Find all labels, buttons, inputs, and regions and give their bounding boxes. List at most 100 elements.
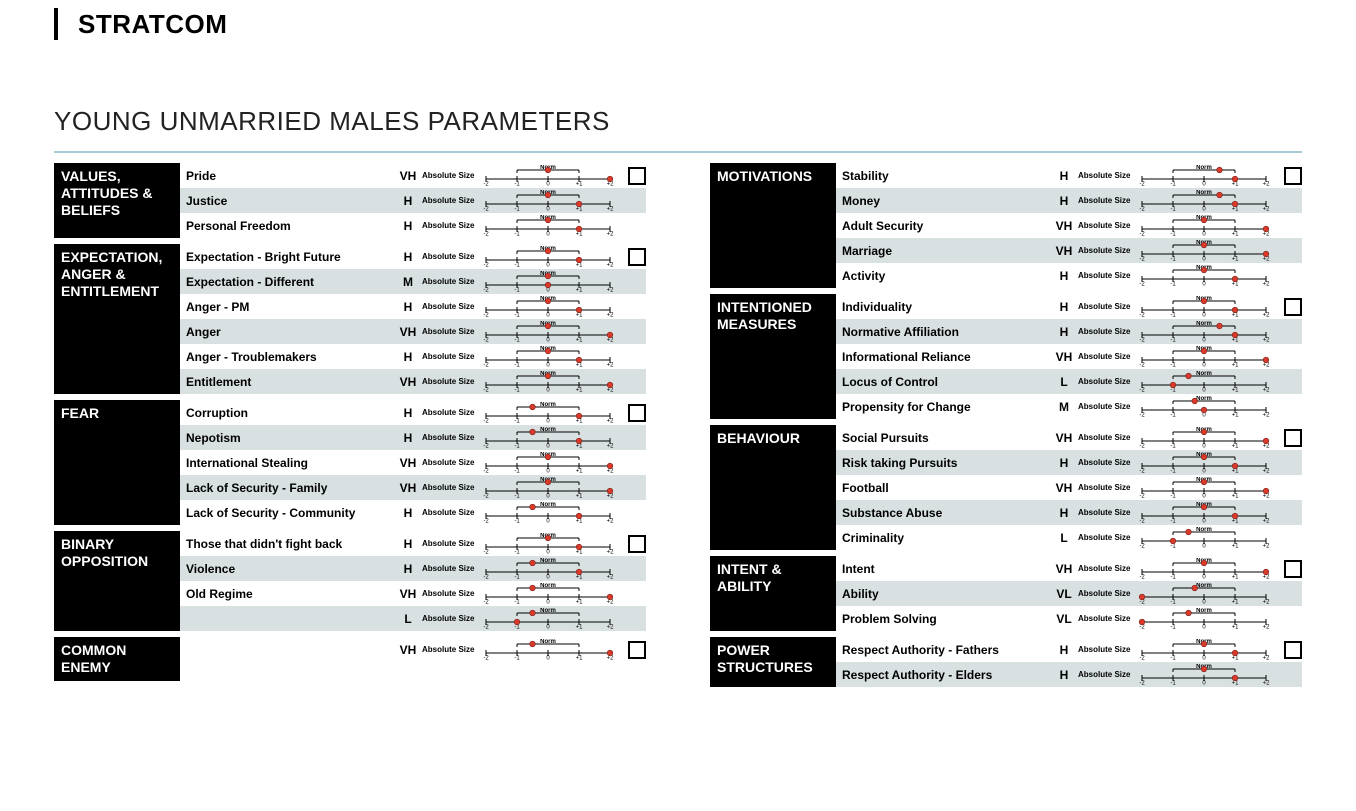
section: BINARY OPPOSITIONThose that didn't fight…: [54, 531, 646, 631]
rating-value: H: [1050, 456, 1078, 470]
svg-text:-1: -1: [514, 232, 520, 237]
scale: Norm-2-10+1+2: [482, 163, 622, 188]
row-checkbox-spacer: [628, 273, 646, 291]
svg-text:-2: -2: [483, 600, 489, 605]
rating-value: VH: [394, 375, 422, 389]
row-checkbox[interactable]: [1284, 167, 1302, 185]
row-checkbox-spacer: [1284, 373, 1302, 391]
row-checkbox[interactable]: [628, 535, 646, 553]
absolute-size-label: Absolute Size: [1078, 645, 1138, 654]
row-checkbox[interactable]: [628, 167, 646, 185]
scale: Norm-2-10+1+2: [1138, 606, 1278, 631]
svg-text:Norm: Norm: [540, 402, 556, 408]
scale: Norm-2-10+1+2: [1138, 637, 1278, 662]
svg-text:-2: -2: [483, 656, 489, 661]
absolute-size-label: Absolute Size: [1078, 221, 1138, 230]
rating-value: VH: [394, 169, 422, 183]
absolute-size-label: Absolute Size: [1078, 670, 1138, 679]
svg-text:0: 0: [546, 600, 550, 605]
scale: Norm-2-10+1+2: [482, 269, 622, 294]
svg-text:+1: +1: [576, 550, 584, 555]
svg-text:+2: +2: [607, 232, 615, 237]
row-checkbox-spacer: [1284, 504, 1302, 522]
category-label: FEAR: [54, 400, 180, 525]
row-checkbox-spacer: [1284, 323, 1302, 341]
scale: Norm-2-10+1+2: [482, 606, 622, 631]
absolute-size-label: Absolute Size: [422, 458, 482, 467]
param-row: Problem SolvingVLAbsolute SizeNorm-2-10+…: [836, 606, 1302, 631]
svg-text:0: 0: [546, 550, 550, 555]
svg-text:0: 0: [1202, 388, 1206, 393]
svg-text:-1: -1: [514, 444, 520, 449]
scale: Norm-2-10+1+2: [482, 213, 622, 238]
param-row: Those that didn't fight backHAbsolute Si…: [180, 531, 646, 556]
row-checkbox-spacer: [628, 217, 646, 235]
svg-text:-2: -2: [483, 625, 489, 630]
scale: Norm-2-10+1+2: [482, 319, 622, 344]
absolute-size-label: Absolute Size: [422, 277, 482, 286]
row-checkbox[interactable]: [628, 404, 646, 422]
absolute-size-label: Absolute Size: [1078, 402, 1138, 411]
svg-text:-1: -1: [514, 600, 520, 605]
absolute-size-label: Absolute Size: [422, 645, 482, 654]
param-label: Normative Affiliation: [836, 325, 1050, 339]
row-checkbox[interactable]: [1284, 298, 1302, 316]
absolute-size-label: Absolute Size: [422, 408, 482, 417]
svg-text:-1: -1: [1170, 625, 1176, 630]
svg-text:+2: +2: [607, 363, 615, 368]
absolute-size-label: Absolute Size: [1078, 246, 1138, 255]
scale: Norm-2-10+1+2: [1138, 344, 1278, 369]
svg-text:-2: -2: [1139, 207, 1145, 212]
scale: Norm-2-10+1+2: [1138, 556, 1278, 581]
param-row: IntentVHAbsolute SizeNorm-2-10+1+2: [836, 556, 1302, 581]
row-checkbox[interactable]: [1284, 560, 1302, 578]
row-checkbox-spacer: [628, 429, 646, 447]
svg-text:Norm: Norm: [540, 502, 556, 508]
category-label: VALUES, ATTITUDES & BELIEFS: [54, 163, 180, 238]
row-checkbox-spacer: [1284, 348, 1302, 366]
right-column: MOTIVATIONSStabilityHAbsolute SizeNorm-2…: [710, 163, 1302, 693]
svg-text:0: 0: [1202, 519, 1206, 524]
param-row: International StealingVHAbsolute SizeNor…: [180, 450, 646, 475]
param-row: IndividualityHAbsolute SizeNorm-2-10+1+2: [836, 294, 1302, 319]
row-checkbox[interactable]: [628, 641, 646, 659]
svg-text:+1: +1: [576, 263, 584, 268]
svg-text:0: 0: [546, 625, 550, 630]
rows: Social PursuitsVHAbsolute SizeNorm-2-10+…: [836, 425, 1302, 550]
param-row: NepotismHAbsolute SizeNorm-2-10+1+2: [180, 425, 646, 450]
rating-value: H: [1050, 506, 1078, 520]
param-row: Anger - TroublemakersHAbsolute SizeNorm-…: [180, 344, 646, 369]
row-checkbox-spacer: [1284, 192, 1302, 210]
absolute-size-label: Absolute Size: [1078, 458, 1138, 467]
row-checkbox[interactable]: [628, 248, 646, 266]
param-label: International Stealing: [180, 456, 394, 470]
svg-text:Norm: Norm: [1196, 165, 1212, 171]
row-checkbox[interactable]: [1284, 429, 1302, 447]
svg-text:+1: +1: [1232, 313, 1240, 318]
param-row: Normative AffiliationHAbsolute SizeNorm-…: [836, 319, 1302, 344]
svg-text:+2: +2: [607, 419, 615, 424]
absolute-size-label: Absolute Size: [422, 171, 482, 180]
svg-text:+2: +2: [1263, 494, 1271, 499]
scale: Norm-2-10+1+2: [1138, 294, 1278, 319]
svg-text:Norm: Norm: [1196, 527, 1212, 533]
svg-text:+1: +1: [576, 232, 584, 237]
rating-value: M: [394, 275, 422, 289]
rating-value: H: [394, 562, 422, 576]
svg-text:+2: +2: [1263, 313, 1271, 318]
svg-text:+2: +2: [1263, 388, 1271, 393]
param-row: Risk taking PursuitsHAbsolute SizeNorm-2…: [836, 450, 1302, 475]
scale: Norm-2-10+1+2: [482, 581, 622, 606]
svg-text:Norm: Norm: [1196, 396, 1212, 402]
svg-text:+2: +2: [1263, 444, 1271, 449]
title-wrap: YOUNG UNMARRIED MALES PARAMETERS: [0, 48, 1356, 145]
svg-text:-1: -1: [1170, 494, 1176, 499]
svg-text:-1: -1: [1170, 600, 1176, 605]
rating-value: H: [1050, 325, 1078, 339]
row-checkbox[interactable]: [1284, 641, 1302, 659]
row-checkbox-spacer: [1284, 666, 1302, 684]
svg-text:Norm: Norm: [540, 608, 556, 614]
rating-value: H: [394, 250, 422, 264]
svg-text:+2: +2: [607, 288, 615, 293]
svg-text:+1: +1: [576, 363, 584, 368]
